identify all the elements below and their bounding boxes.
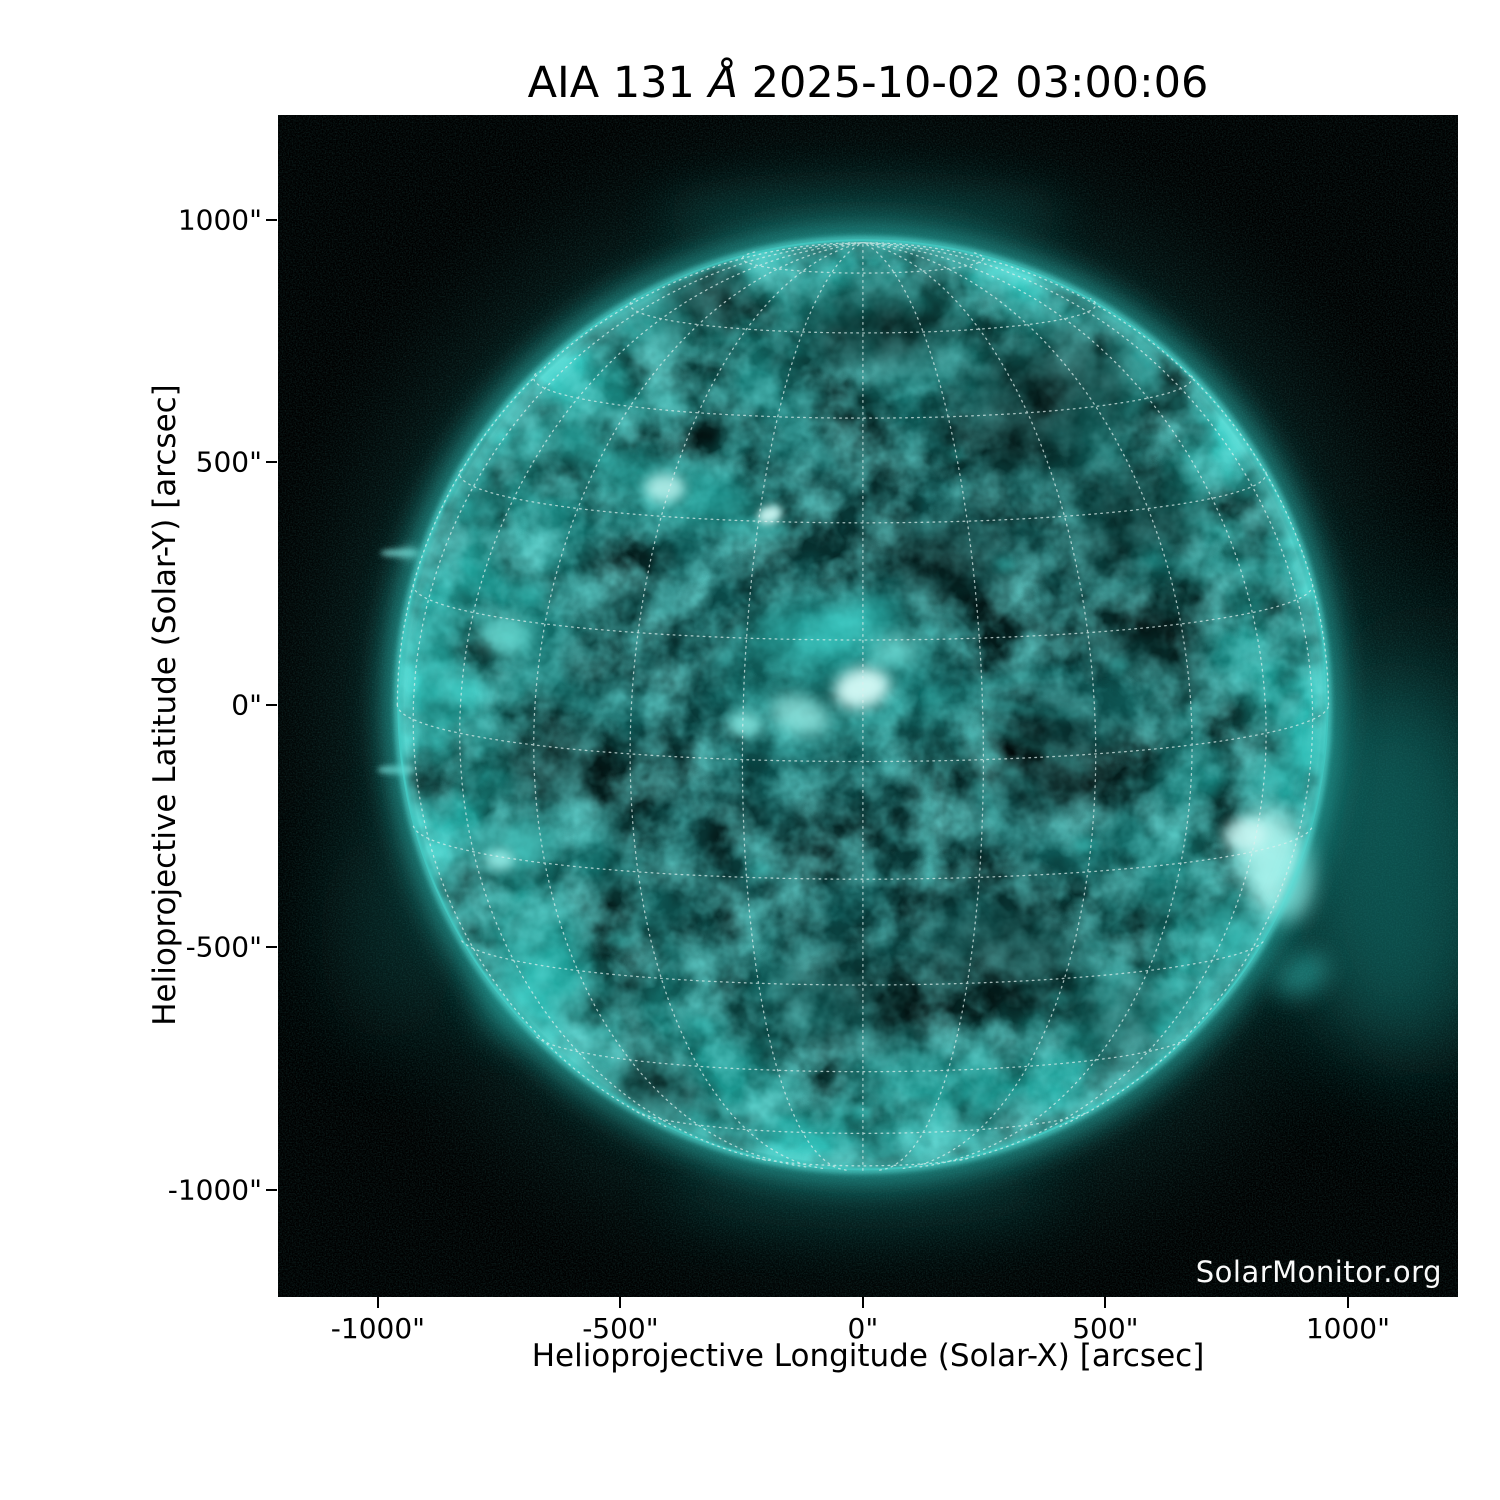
y-tick-label: 0" [231, 688, 262, 722]
x-axis-label: Helioprojective Longitude (Solar-X) [arc… [531, 1338, 1205, 1374]
active-region [1140, 552, 1160, 567]
dark-feature [802, 293, 958, 367]
grid-line [862, 242, 1097, 1170]
active-region [1049, 991, 1071, 1008]
grid-line [862, 242, 1314, 1128]
y-tick-label: 1000" [177, 203, 262, 237]
x-tick-mark [861, 1297, 864, 1308]
grid-line [755, 1157, 970, 1167]
active-region [770, 694, 829, 736]
title-angstrom-symbol: Å [708, 58, 738, 108]
active-region [607, 932, 633, 948]
dark-feature [642, 271, 758, 329]
dark-feature [753, 957, 947, 1042]
solar-disk-image [278, 115, 1458, 1297]
y-tick-mark [266, 1188, 277, 1191]
dark-feature [955, 333, 1146, 466]
active-region [727, 712, 763, 738]
grid-line [412, 242, 864, 1128]
grid-line [536, 1036, 1190, 1073]
x-tick-mark [619, 1297, 622, 1308]
active-region [1195, 895, 1255, 965]
grid-line [533, 373, 1193, 419]
dark-feature [923, 902, 1078, 998]
y-tick-mark [266, 946, 277, 949]
loop-fan-rays [920, 668, 1092, 899]
active-region [849, 1108, 871, 1122]
active-region [1109, 657, 1131, 673]
grid-line [629, 242, 864, 1170]
grid-line [396, 242, 864, 706]
y-tick-label: 500" [195, 445, 262, 479]
y-tick-mark [266, 461, 277, 464]
title-instrument: AIA 131 [527, 58, 695, 108]
ray-feature [924, 694, 961, 826]
x-tick-label: 1000" [1305, 1312, 1390, 1345]
active-region [585, 452, 795, 538]
dark-feature [1076, 473, 1194, 567]
dark-feature [1069, 983, 1171, 1057]
title-datetime: 2025-10-02 03:00:06 [751, 58, 1209, 108]
active-region [692, 1016, 718, 1034]
active-region [834, 666, 890, 709]
grid-line [862, 242, 1267, 1161]
grid-line [862, 242, 1330, 706]
active-region [1072, 836, 1098, 854]
active-region [819, 599, 901, 641]
grid-line [741, 251, 985, 274]
x-tick-mark [1104, 1297, 1107, 1308]
active-region [869, 632, 920, 668]
active-region [1255, 733, 1325, 786]
ray-feature [920, 694, 933, 899]
y-tick-mark [266, 703, 277, 706]
x-tick-mark [376, 1297, 379, 1308]
y-tick-label: -1000" [167, 1173, 262, 1207]
grid-line [412, 825, 1314, 880]
heliographic-grid [396, 242, 1330, 1171]
active-region [1223, 818, 1267, 852]
active-region [748, 861, 772, 878]
dark-feature [518, 728, 602, 792]
y-tick-label: -500" [185, 930, 262, 964]
watermark: SolarMonitor.org [1195, 1255, 1442, 1289]
grid-line [459, 242, 864, 1161]
x-tick-mark [1346, 1297, 1349, 1308]
active-region [1274, 952, 1329, 998]
active-region [945, 448, 965, 462]
active-regions [400, 427, 1329, 1122]
x-tick-label: -1000" [330, 1312, 426, 1345]
active-region [485, 849, 515, 871]
y-axis-label: Helioprojective Latitude (Solar-Y) [arcs… [147, 384, 183, 1026]
y-tick-mark [266, 218, 277, 221]
dark-feature [882, 515, 1019, 603]
active-region [512, 582, 548, 608]
ray-feature [924, 694, 1008, 838]
ray-feature [924, 694, 1062, 818]
active-region [994, 556, 1016, 573]
active-region [554, 427, 626, 472]
figure-title: AIA 131 Å 2025-10-02 03:00:06 [278, 58, 1458, 108]
grid-line [629, 298, 1097, 334]
plot-area: SolarMonitor.org [278, 115, 1458, 1297]
active-region [940, 1073, 959, 1086]
x-tick-label: 0" [847, 1312, 879, 1345]
ray-feature [924, 694, 1092, 773]
grid-line [862, 242, 1193, 1168]
active-region [409, 598, 463, 754]
active-region [757, 505, 783, 524]
ray-feature [924, 693, 1089, 719]
x-tick-label: 500" [1072, 1312, 1139, 1345]
grid-line [533, 242, 864, 1168]
active-region [644, 473, 686, 503]
x-tick-label: -500" [582, 1312, 659, 1345]
active-region [476, 615, 534, 655]
ray-feature [925, 668, 1069, 696]
